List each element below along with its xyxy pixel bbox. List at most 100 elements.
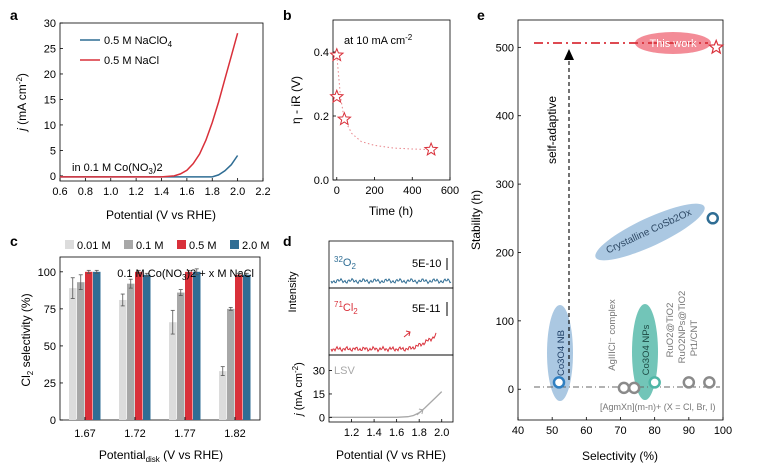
panel-c-bar — [69, 288, 77, 420]
footnote-agmxn: [AgmXn](m-n)+ (X = Cl, Br, I) — [600, 402, 716, 412]
panel-b-star-point — [329, 88, 345, 104]
panel-e-xtick-label: 50 — [546, 425, 558, 437]
panel-e-ytick-label: 200 — [496, 247, 514, 259]
panel-a-xtick-label: 1.6 — [179, 186, 194, 198]
panel-d-cl2-scale: 5E-11 — [412, 303, 441, 315]
panel-a-ytick-label: 20 — [44, 69, 56, 81]
panel-c-xticks: 1.67 1.72 1.77 1.82 — [74, 417, 246, 440]
panel-c-ytick-label: 25 — [44, 378, 56, 390]
panel-e-ytick-label: 0 — [508, 384, 514, 396]
label-this-work: This work — [649, 38, 697, 50]
panel-a-series — [60, 33, 239, 178]
panel-c-xtick-label: 1.82 — [224, 428, 245, 440]
panel-c-xtick-label: 1.77 — [174, 428, 195, 440]
panel-d: 1.2 1.4 1.6 1.8 2.0 0 15 30 32O2 5E-10 71Cl2 5… — [287, 240, 454, 462]
panel-letter-a: a — [10, 7, 18, 23]
panel-e-ytick-label: 300 — [496, 179, 514, 191]
panel-b-trend-line — [336, 55, 432, 151]
panel-a-line-0-5-m-nacl — [60, 33, 239, 178]
panel-d-xlabel: Potential (V vs RHE) — [336, 448, 446, 462]
panel-c-bar — [193, 271, 201, 420]
panel-c-xtick-label: 1.67 — [74, 428, 95, 440]
panel-d-o2-line — [330, 277, 452, 285]
panel-a-ylabel: j (mA cm-2) — [15, 73, 29, 133]
panel-c-annotation: 0.1 M Co(NO3)2 + x M NaCl — [117, 268, 254, 282]
panel-c-bar — [85, 271, 93, 420]
panel-c-xlabel: Potentialdisk (V vs RHE) — [99, 448, 223, 464]
panel-a-ytick-label: 15 — [44, 94, 56, 106]
panel-e-point-agiiicl-complex — [617, 381, 631, 395]
panel-b-ylabel: η - iR (V) — [289, 76, 303, 124]
panel-d-cl2-frame — [328, 287, 454, 356]
panel-d-ytick-label: 0 — [319, 412, 325, 424]
panel-e-point-co3o4-nps — [648, 376, 661, 389]
panel-c-bar — [185, 271, 193, 420]
panel-b-xtick-label: 400 — [403, 185, 421, 197]
panel-c-bar — [243, 274, 251, 420]
panel-c-legend-label: 2.0 M — [242, 240, 270, 252]
panel-c: 0.01 M 0.1 M 0.5 M 2.0 M 0 25 50 75 100 1.67 1.7… — [19, 240, 270, 464]
panel-b-xtick-label: 600 — [441, 185, 459, 197]
label-ruo2nps: RuO2NPs@TiO2 — [677, 291, 688, 364]
panel-c-bar — [127, 283, 135, 420]
panel-e-point-crystalline-cosb2ox — [706, 212, 719, 225]
legend-label-nacl: 0.5 M NaCl — [104, 55, 159, 67]
panel-c-bar — [219, 371, 227, 420]
panel-b-ytick-label: 0.0 — [314, 175, 329, 187]
panel-a-xtick-label: 1.8 — [205, 186, 220, 198]
panel-b-frame — [332, 19, 451, 181]
label-ruo2: RuO2@TiO2 — [665, 303, 676, 358]
panel-b-star-point — [329, 47, 345, 62]
panel-e-ylabel: Stability (h) — [469, 190, 483, 250]
self-adaptive-label: self-adaptive — [545, 96, 559, 164]
panel-d-xtick-label: 1.6 — [389, 427, 404, 439]
panel-d-yticks: 0 15 30 — [313, 366, 332, 424]
panel-a-xtick-label: 1.0 — [103, 186, 118, 198]
panel-c-bars — [69, 268, 251, 420]
panel-c-bar — [177, 292, 185, 420]
panel-c-legend-swatch — [65, 240, 74, 249]
panel-c-bar — [169, 322, 177, 420]
panel-c-yticks: 0 25 50 75 100 — [38, 267, 63, 427]
panel-c-legend-label: 0.1 M — [136, 240, 164, 252]
panel-e-xtick-label: 100 — [714, 425, 732, 437]
panel-a-xtick-label: 1.2 — [128, 186, 143, 198]
panel-d-o2-trace — [330, 277, 452, 285]
panel-a-xtick-label: 1.4 — [154, 186, 169, 198]
panel-d-lsv-trace — [329, 391, 443, 418]
panel-d-xtick-label: 1.8 — [412, 427, 427, 439]
label-pt: Pt1/CNT — [689, 320, 700, 357]
panel-d-cl2-trace — [330, 330, 437, 353]
panel-a-xtick-label: 2.0 — [230, 186, 245, 198]
panel-e-xtick-label: 60 — [580, 425, 592, 437]
panel-d-ytick-label: 15 — [313, 389, 325, 401]
panel-letter-c: c — [10, 233, 18, 249]
label-ag-complex: AgIIICl⁻ complex — [607, 299, 618, 371]
panel-e-point-pt1-cnt — [703, 376, 716, 389]
panel-e-ytick-label: 400 — [496, 111, 514, 123]
bubble-co3o4-nps — [632, 304, 658, 400]
panel-c-bar — [93, 271, 101, 420]
panel-e-xtick-label: 40 — [512, 425, 524, 437]
panel-c-legend-label: 0.01 M — [77, 240, 111, 252]
panel-d-xtick-label: 1.4 — [366, 427, 381, 439]
panel-letter-d: d — [283, 233, 292, 249]
panel-e-yticks: 0 100 200 300 400 500 — [496, 42, 521, 396]
panel-b-ytick-label: 0.2 — [314, 111, 329, 123]
panel-b-xlabel: Time (h) — [369, 204, 413, 218]
panel-d-lsv-frame — [328, 354, 454, 423]
panel-e-xlabel: Selectivity (%) — [582, 449, 658, 463]
panel-d-xtick-label: 2.0 — [434, 427, 449, 439]
panel-c-bar — [77, 282, 85, 420]
panel-e-ytick-label: 100 — [496, 316, 514, 328]
panel-c-ytick-label: 50 — [44, 341, 56, 353]
label-co3o4-nb: Co3O4 NB — [556, 330, 567, 376]
panel-d-xticks: 1.2 1.4 1.6 1.8 2.0 — [344, 419, 449, 439]
panel-a-xtick-label: 0.6 — [52, 186, 67, 198]
bubble-cosb — [595, 203, 705, 261]
panel-a: 0.6 0.8 1.0 1.2 1.4 1.6 1.8 2.0 2.2 0 5 10 15 20 25 30… — [15, 18, 271, 222]
panel-c-bar — [227, 308, 235, 420]
panel-c-bar — [143, 274, 151, 420]
panel-a-ytick-label: 10 — [44, 120, 56, 132]
panel-c-frame — [59, 256, 261, 421]
